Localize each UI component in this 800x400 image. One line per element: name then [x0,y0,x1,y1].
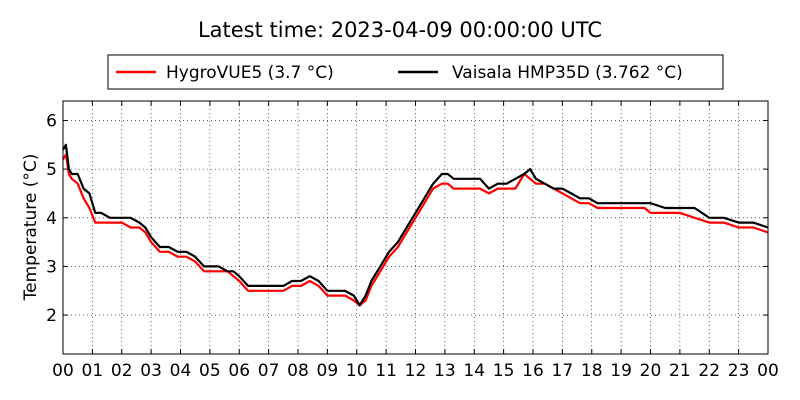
y-tick-label: 3 [46,257,57,277]
legend-label-vaisala: Vaisala HMP35D (3.762 °C) [452,63,683,83]
x-tick-label: 00 [757,361,779,381]
series-line-hygrovue5 [62,153,769,307]
y-tick-label: 4 [46,209,57,229]
y-tick-label: 5 [46,160,57,180]
x-tick-label: 07 [258,361,280,381]
x-tick-label: 10 [346,361,368,381]
legend: HygroVUE5 (3.7 °C) Vaisala HMP35D (3.762… [107,54,724,90]
chart-title: Latest time: 2023-04-09 00:00:00 UTC [197,18,603,42]
x-tick-label: 06 [228,361,250,381]
x-tick-label: 05 [199,361,221,381]
x-tick-label: 21 [669,361,691,381]
x-tick-label: 17 [552,361,574,381]
x-tick-label: 08 [287,361,309,381]
x-tick-label: 13 [434,361,456,381]
x-tick-label: 22 [698,361,720,381]
x-tick-label: 09 [317,361,339,381]
grid [63,101,768,354]
x-tick-label: 00 [52,361,74,381]
tick-labels: 00 01 02 03 04 05 06 07 08 09 10 11 12 13 14 15 16 17 18 19… [46,111,779,381]
legend-label-hygrovue5: HygroVUE5 (3.7 °C) [166,63,334,83]
y-tick-label: 6 [46,111,57,131]
x-tick-label: 18 [581,361,603,381]
x-tick-label: 12 [405,361,427,381]
x-tick-label: 11 [375,361,397,381]
x-tick-label: 23 [728,361,750,381]
series-line-vaisala [62,143,769,307]
series-layer [62,143,769,307]
plot-frame [62,100,769,355]
x-tick-label: 01 [82,361,104,381]
x-tick-label: 02 [111,361,133,381]
x-tick-label: 14 [463,361,485,381]
y-tick-label: 2 [46,306,57,326]
y-axis-label: Temperature (°C) [21,154,41,302]
x-tick-label: 15 [493,361,515,381]
x-tick-label: 19 [610,361,632,381]
x-tick-label: 20 [640,361,662,381]
ticks [62,101,769,354]
x-tick-label: 04 [170,361,192,381]
x-tick-label: 03 [140,361,162,381]
x-tick-label: 16 [522,361,544,381]
